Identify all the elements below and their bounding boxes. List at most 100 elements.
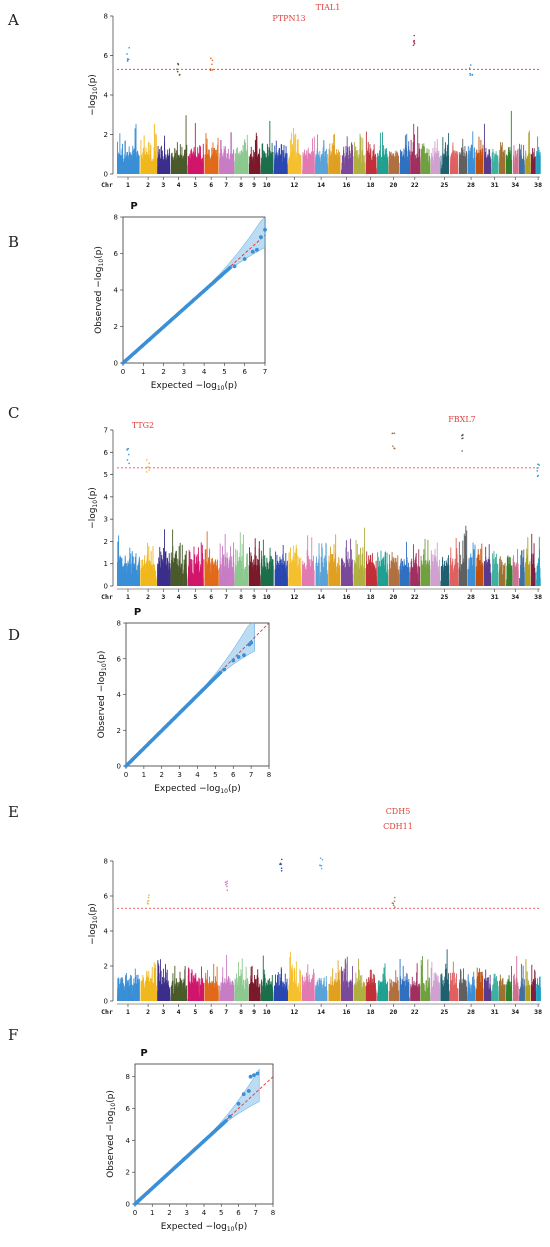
chr-points-35 — [519, 963, 525, 1001]
peak-point — [393, 900, 396, 902]
panel-label-D: D — [8, 626, 20, 644]
chr-points-5 — [187, 542, 204, 586]
peak-point — [469, 64, 472, 66]
chr-label: 8 — [239, 1008, 243, 1016]
chr-points-11 — [274, 544, 288, 586]
peak-point — [210, 57, 212, 60]
x-tick-label: 0 — [121, 368, 125, 376]
x-tick-label: 3 — [185, 1209, 189, 1217]
peak-point — [225, 883, 227, 886]
y-tick-label: 8 — [114, 214, 118, 222]
y-tick-label: 3 — [104, 516, 108, 524]
chr-label: 28 — [467, 181, 475, 189]
chr-label: 4 — [177, 1008, 181, 1016]
chr-points-28 — [467, 542, 476, 586]
chr-label: 38 — [534, 1008, 542, 1016]
peak-point — [148, 462, 151, 465]
peak-point — [392, 445, 394, 447]
chr-points-20 — [388, 551, 400, 586]
peak-point — [469, 72, 471, 75]
chr-points-14 — [315, 975, 328, 1001]
chr-points-33 — [506, 966, 513, 1001]
chr-label: 7 — [224, 181, 228, 189]
qq-tail-point — [252, 1073, 256, 1077]
peak-point — [211, 59, 214, 62]
qq-title: P — [134, 607, 141, 618]
chr-label: 34 — [511, 1008, 519, 1016]
qq-tail-point — [242, 653, 246, 658]
qq-points — [124, 670, 223, 768]
qq-points — [133, 1119, 228, 1206]
peak-point — [391, 902, 394, 904]
chr-points-23 — [420, 539, 431, 586]
chr-label: 4 — [177, 593, 181, 601]
chr-label: 2 — [146, 593, 150, 601]
chr-label: 38 — [534, 181, 542, 189]
chr-label: 20 — [389, 593, 397, 601]
y-tick-label: 4 — [117, 691, 122, 699]
chr-points-15 — [328, 534, 341, 586]
gene-annotation-cdh11: CDH11 — [383, 822, 413, 831]
y-tick-label: 0 — [104, 583, 108, 591]
qq-tail-point — [263, 227, 267, 232]
chr-label: 10 — [263, 1008, 271, 1016]
confidence-band — [134, 1068, 260, 1205]
peak-point — [321, 858, 324, 861]
x-tick-label: 0 — [124, 771, 128, 779]
chr-points-12 — [288, 544, 302, 586]
peak-point — [394, 906, 396, 908]
peak-point — [146, 902, 149, 905]
chr-label: 25 — [441, 181, 449, 189]
chr-label: 12 — [290, 181, 298, 189]
qq-tail-point — [236, 655, 241, 659]
y-tick-label: 4 — [126, 1137, 131, 1145]
peak-point — [178, 73, 181, 76]
chr-label: 1 — [126, 181, 130, 189]
qq-tail-point — [246, 1089, 251, 1093]
chr-points-36 — [525, 959, 531, 1001]
peak-point — [226, 889, 229, 891]
gene-annotation-fbxl7: FBXL7 — [448, 415, 476, 424]
qq-title: P — [140, 1048, 147, 1059]
chr-points-2 — [140, 542, 157, 586]
peak-point — [412, 44, 415, 47]
chr-points-24 — [430, 542, 441, 586]
chr-points-8 — [234, 532, 249, 586]
chr-label: 5 — [193, 593, 197, 601]
panel-label-E: E — [8, 803, 19, 821]
peak-point — [460, 434, 463, 437]
chr-label: 2 — [146, 181, 150, 189]
chr-points-18 — [365, 131, 377, 174]
peak-point — [126, 449, 128, 451]
chr-points-3 — [157, 135, 171, 174]
chr-points-5 — [187, 123, 204, 174]
chr-points-16 — [340, 136, 353, 174]
qq-plot-frame — [122, 216, 266, 364]
x-tick-label: 2 — [167, 1209, 171, 1217]
peak-point — [319, 857, 322, 860]
peak-point — [226, 880, 228, 883]
x-tick-label: 4 — [202, 368, 207, 376]
peak-point — [280, 862, 282, 865]
chr-label: 14 — [317, 593, 325, 601]
peak-point — [280, 858, 283, 861]
chr-label: 6 — [209, 593, 213, 601]
y-tick-label: 2 — [126, 1169, 130, 1177]
chr-points-9 — [248, 965, 261, 1001]
y-axis-title: −log10(p) — [88, 74, 99, 116]
x-tick-label: 3 — [177, 771, 181, 779]
chr-label: 31 — [491, 181, 499, 189]
y-tick-label: 8 — [117, 620, 121, 628]
qq-tail-point — [242, 257, 247, 261]
peak-point — [468, 67, 471, 69]
chr-points-25 — [440, 555, 450, 586]
gene-annotation-tial1: TIAL1 — [316, 3, 341, 12]
y-axis-title: Observed −log10(p) — [97, 651, 108, 739]
peak-point — [126, 58, 129, 60]
peak-point — [145, 471, 148, 473]
y-tick-label: 0 — [117, 763, 121, 771]
qq-tail-point — [236, 1101, 241, 1106]
chr-points-37 — [530, 533, 536, 586]
chr-points-38 — [536, 536, 541, 586]
